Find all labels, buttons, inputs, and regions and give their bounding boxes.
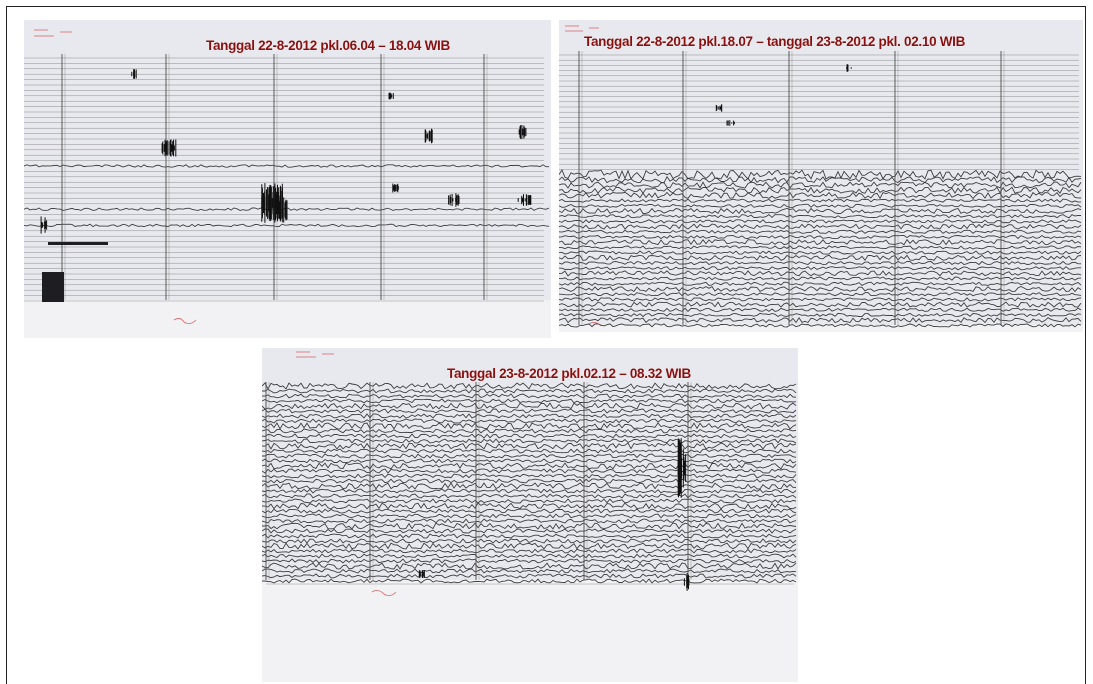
panel-3-caption: Tanggal 23-8-2012 pkl.02.12 – 08.32 WIB — [447, 366, 691, 381]
seismogram-image-2 — [559, 20, 1083, 332]
seismogram-image-3 — [262, 348, 798, 682]
figure-frame — [6, 6, 1086, 684]
seismogram-panel-3: Tanggal 23-8-2012 pkl.02.12 – 08.32 WIB — [262, 348, 798, 682]
seismogram-image-1 — [24, 20, 551, 338]
seismogram-panel-1: Tanggal 22-8-2012 pkl.06.04 – 18.04 WIB — [24, 20, 551, 338]
seismogram-panel-2: Tanggal 22-8-2012 pkl.18.07 – tanggal 23… — [559, 20, 1083, 332]
panel-1-caption: Tanggal 22-8-2012 pkl.06.04 – 18.04 WIB — [206, 38, 450, 53]
panel-2-caption: Tanggal 22-8-2012 pkl.18.07 – tanggal 23… — [584, 34, 966, 49]
